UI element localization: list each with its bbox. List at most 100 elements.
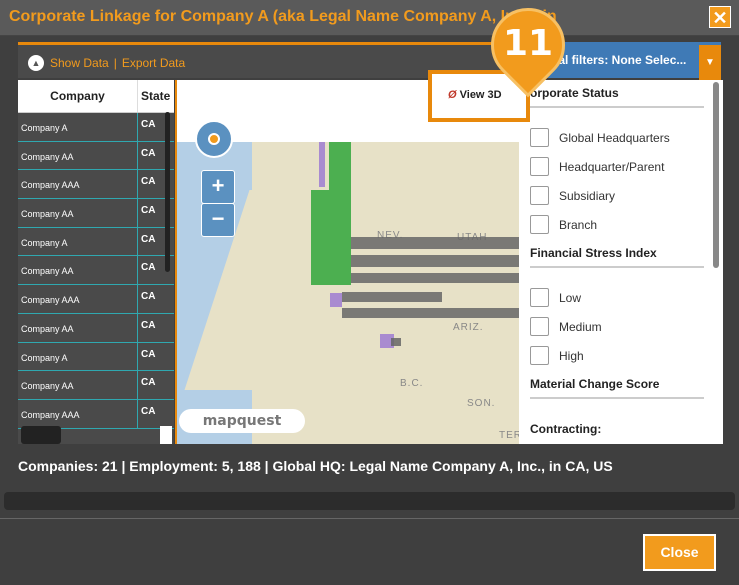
map-bar-grey[interactable]: [342, 308, 525, 318]
map-label-ter: TER: [499, 430, 522, 441]
state-cell: CA: [141, 119, 156, 130]
filter-option[interactable]: Low: [530, 288, 581, 307]
filter-option-label: Medium: [559, 319, 602, 334]
section-divider: [530, 397, 704, 399]
filter-option[interactable]: Medium: [530, 317, 602, 336]
checkbox[interactable]: [530, 215, 549, 234]
table-row[interactable]: Company A CA: [18, 113, 174, 142]
table-row[interactable]: Company AA CA: [18, 256, 174, 286]
company-cell: Company AAA: [18, 170, 138, 199]
state-cell: CA: [141, 291, 156, 303]
filter-option-label: High: [559, 348, 584, 363]
map-label-bc: B.C.: [400, 378, 424, 389]
company-cell: Company A: [18, 342, 138, 371]
toolbar-separator: |: [113, 56, 117, 70]
section-divider: [530, 266, 704, 268]
state-cell: CA: [141, 147, 156, 159]
checkbox[interactable]: [530, 317, 549, 336]
state-cell: CA: [141, 405, 156, 417]
map-bar-purple[interactable]: [380, 334, 394, 348]
company-cell: Company AAA: [18, 285, 138, 313]
map-bar-purple[interactable]: [330, 293, 342, 307]
title-bar: Corporate Linkage for Company A (aka Leg…: [0, 0, 739, 36]
horizontal-scrollbar[interactable]: [4, 492, 735, 510]
map-bar-grey[interactable]: [351, 273, 525, 283]
collapse-up-icon[interactable]: ▲: [28, 55, 44, 71]
filter-panel: orporate Status Global Headquarters Head…: [519, 80, 723, 444]
filters-label: ial filters: None Selec...: [555, 53, 687, 67]
view-3d-label: View 3D: [459, 89, 502, 101]
table-scroll-corner: [160, 426, 172, 444]
corporate-status-heading: orporate Status: [530, 86, 619, 100]
close-icon[interactable]: ✕: [709, 6, 731, 28]
filter-option-label: Headquarter/Parent: [559, 159, 665, 174]
map-view[interactable]: NEV. UTAH ARIZ. B.C. SON. TER + − mapque…: [175, 80, 525, 444]
financial-stress-heading: Financial Stress Index: [530, 246, 657, 260]
table-row[interactable]: Company AA CA: [18, 199, 174, 228]
table-row[interactable]: Company AAA CA: [18, 285, 174, 314]
map-label-nev: NEV.: [377, 230, 404, 241]
filter-option[interactable]: High: [530, 346, 584, 365]
material-change-heading: Material Change Score: [530, 377, 660, 391]
state-cell: CA: [141, 233, 156, 245]
map-bar-green[interactable]: [311, 190, 351, 285]
checkbox[interactable]: [530, 186, 549, 205]
filter-option[interactable]: Global Headquarters: [530, 128, 670, 147]
filter-option[interactable]: Headquarter/Parent: [530, 157, 664, 176]
show-data-group: ▲ Show Data | Export Data: [28, 55, 185, 71]
map-label-son: SON.: [467, 398, 496, 409]
footer-divider: [0, 518, 739, 519]
state-cell: CA: [141, 176, 156, 188]
window-title: Corporate Linkage for Company A (aka Leg…: [9, 8, 557, 25]
map-label-ariz: ARIZ.: [453, 322, 484, 333]
zoom-out-button[interactable]: −: [201, 203, 235, 237]
table-horizontal-scrollbar[interactable]: [21, 426, 61, 444]
close-button[interactable]: Close: [643, 534, 716, 571]
company-table: Company State Company A CA Company AA CA C…: [18, 80, 174, 444]
column-header-company[interactable]: Company: [18, 80, 138, 112]
table-row[interactable]: Company A CA: [18, 227, 174, 257]
summary-text: Companies: 21 | Employment: 5, 188 | Glo…: [18, 458, 613, 474]
chevron-down-icon[interactable]: ▼: [699, 45, 721, 81]
checkbox[interactable]: [530, 128, 549, 147]
table-header: Company State: [18, 80, 174, 113]
show-data-link[interactable]: Show Data: [50, 56, 109, 70]
table-row[interactable]: Company AA CA: [18, 371, 174, 400]
view-3d-button[interactable]: Ø View 3D: [448, 89, 502, 101]
company-cell: Company A: [18, 227, 138, 256]
map-bar-grey[interactable]: [391, 338, 401, 346]
filter-option[interactable]: Subsidiary: [530, 186, 615, 205]
map-bar-grey[interactable]: [351, 237, 525, 249]
map-land: [252, 135, 525, 444]
step-number: 11: [502, 23, 554, 64]
filters-dropdown[interactable]: ial filters: None Selec...: [545, 42, 721, 78]
zoom-in-button[interactable]: +: [201, 170, 235, 204]
column-header-state[interactable]: State: [141, 89, 171, 103]
no-3d-icon: Ø: [448, 89, 457, 101]
pan-control[interactable]: [195, 120, 233, 158]
checkbox[interactable]: [530, 157, 549, 176]
filter-option-label: Global Headquarters: [559, 130, 670, 145]
table-row[interactable]: Company AAA CA: [18, 170, 174, 200]
map-bar-grey[interactable]: [351, 255, 525, 267]
filter-option-label: Subsidiary: [559, 188, 616, 203]
company-cell: Company AAA: [18, 399, 138, 428]
map-bar-green[interactable]: [329, 142, 351, 190]
table-vertical-scrollbar[interactable]: [165, 112, 170, 272]
filter-option[interactable]: Branch: [530, 215, 597, 234]
filter-scrollbar[interactable]: [713, 82, 719, 268]
state-cell: CA: [141, 377, 156, 389]
table-row[interactable]: Company AA CA: [18, 313, 174, 343]
table-row[interactable]: Company AA CA: [18, 141, 174, 171]
map-bar-purple[interactable]: [319, 142, 325, 187]
view-3d-highlight: Ø View 3D: [428, 70, 530, 122]
export-data-link[interactable]: Export Data: [121, 56, 186, 70]
checkbox[interactable]: [530, 288, 549, 307]
map-bar-grey[interactable]: [342, 292, 442, 302]
checkbox[interactable]: [530, 346, 549, 365]
state-cell: CA: [141, 319, 156, 331]
company-cell: Company AA: [18, 141, 138, 170]
table-row[interactable]: Company A CA: [18, 342, 174, 372]
table-row[interactable]: Company AAA CA: [18, 399, 174, 429]
company-cell: Company AA: [18, 371, 138, 399]
